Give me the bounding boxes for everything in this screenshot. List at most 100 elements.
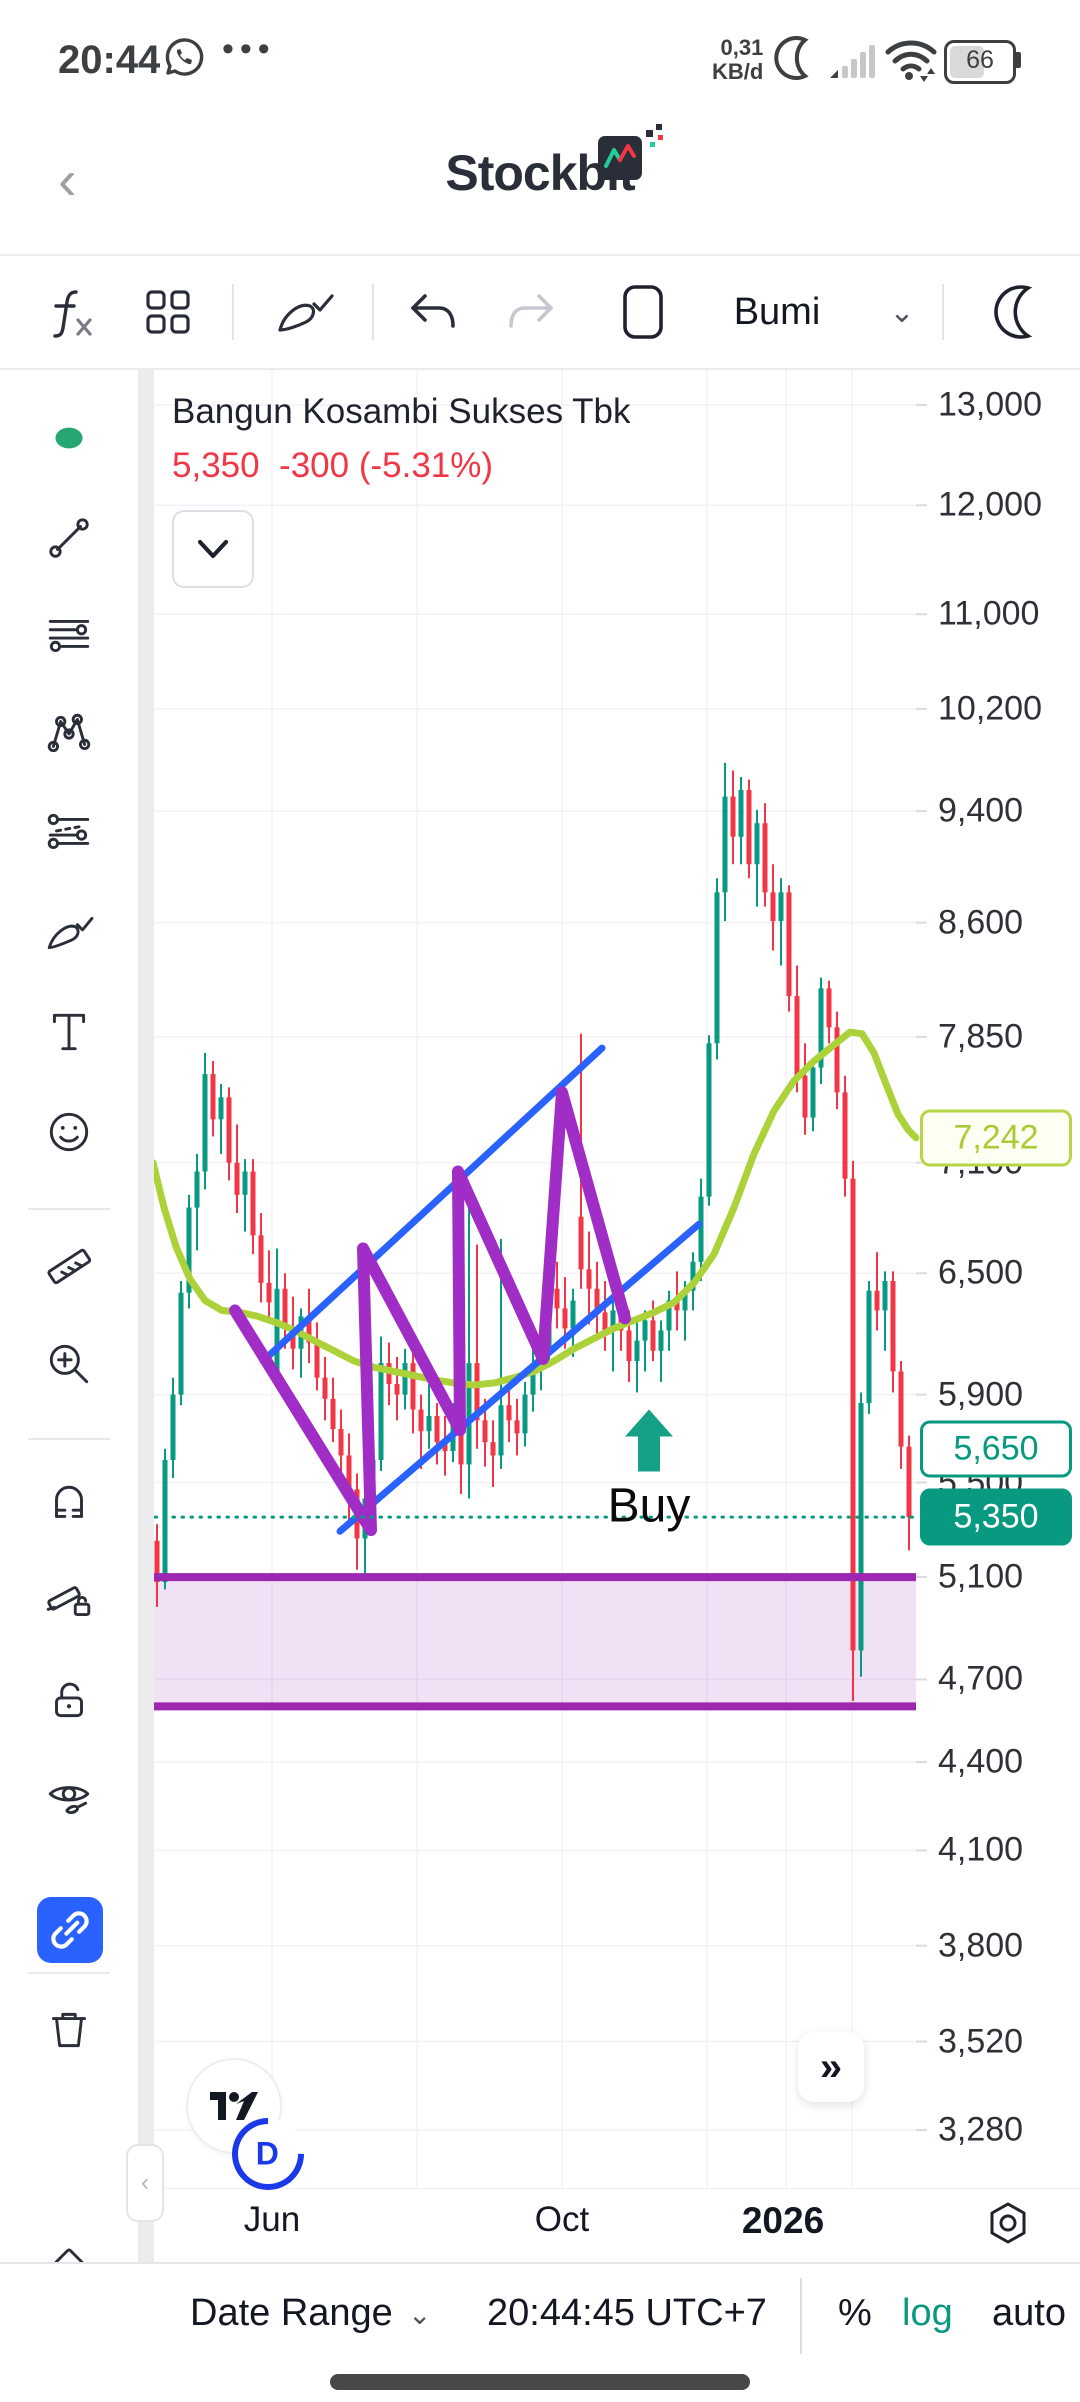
dark-mode-moon-button[interactable] (980, 256, 1056, 368)
candle-body (274, 1288, 280, 1374)
candle-body (242, 1171, 248, 1195)
candle-body (410, 1363, 416, 1410)
candle-body (602, 1312, 608, 1331)
support-zone-fill (150, 1577, 916, 1707)
candle-body (394, 1384, 400, 1395)
symbol-chevron-down-icon[interactable]: ⌄ (872, 256, 932, 368)
candle-body (314, 1342, 320, 1378)
candle-body (290, 1328, 296, 1349)
candle-body (730, 796, 736, 837)
candle-body (570, 1300, 576, 1329)
candle-body (210, 1074, 216, 1120)
candle-body (682, 1290, 688, 1311)
zoom-in-tool[interactable] (0, 1330, 138, 1398)
indicators-fx-button[interactable] (40, 256, 104, 368)
candle-body (562, 1308, 568, 1329)
candle-body (866, 1290, 872, 1404)
candle-body (850, 1178, 856, 1651)
candle-body (802, 1075, 808, 1118)
candle-body (282, 1288, 288, 1329)
candle-body (778, 892, 784, 922)
ruler-tool[interactable] (0, 1231, 138, 1299)
symbol-select[interactable]: Bumi (712, 256, 842, 368)
auto-scale-button[interactable]: auto (992, 2292, 1066, 2334)
toolbar-separator (942, 284, 944, 340)
candle-body (842, 1092, 848, 1179)
sidebar-divider (28, 1208, 110, 1210)
candle-body (906, 1446, 912, 1518)
drawing-sidebar (0, 368, 138, 2296)
back-button[interactable]: ‹ (58, 148, 77, 211)
redo-button[interactable] (496, 256, 566, 368)
toolbar-separator (232, 284, 234, 340)
magnet-tool[interactable] (0, 1472, 138, 1540)
network-speed: 0,31 KB/d (712, 36, 763, 84)
app-header: ‹ Stockbit (0, 120, 1080, 256)
zigzag-drawing (229, 1086, 631, 1537)
chevron-down-glyph: ⌄ (889, 295, 915, 329)
session-clock[interactable]: 20:44:45 UTC+7 (487, 2292, 767, 2334)
candle-body (690, 1261, 696, 1291)
text-tool[interactable] (0, 998, 138, 1066)
chart-type-button[interactable] (608, 256, 678, 368)
layout-grid-button[interactable] (136, 256, 200, 368)
link-sync-button[interactable] (37, 1897, 103, 1963)
notification-dots: ••• (222, 30, 276, 68)
percent-scale-button[interactable]: % (838, 2292, 872, 2334)
candle-body (754, 823, 760, 865)
candle-body (498, 1405, 504, 1456)
sidebar-collapse-tab[interactable]: ‹ (126, 2144, 164, 2222)
time-axis-divider (152, 2188, 1080, 2189)
candle-body (810, 1067, 816, 1118)
candle-body (186, 1207, 192, 1293)
home-indicator[interactable] (330, 2374, 750, 2390)
chart-quote: 5,350 -300 (-5.31%) (172, 446, 631, 486)
candle-body (434, 1415, 440, 1443)
legend-collapse-button[interactable] (172, 510, 254, 588)
xabcd-pattern-tool[interactable] (0, 700, 138, 768)
candle-body (794, 996, 800, 1076)
candle-body (202, 1074, 208, 1172)
projection-tool[interactable] (0, 799, 138, 867)
candle-body (786, 892, 792, 997)
candle-body (426, 1415, 432, 1432)
hide-drawings-tool[interactable] (0, 1764, 138, 1832)
candle-body (418, 1409, 424, 1432)
time-axis-settings-button[interactable] (985, 2200, 1031, 2246)
date-range-chevron-icon[interactable]: ⌄ (408, 2299, 432, 2330)
undo-button[interactable] (398, 256, 468, 368)
candle-body (698, 1196, 704, 1262)
active-tool-dot (0, 404, 138, 472)
stockbit-logo-icon (592, 122, 670, 182)
candle-body (154, 1540, 160, 1583)
candle-body (162, 1459, 168, 1583)
candle-body (266, 1282, 272, 1303)
candle-body (818, 988, 824, 1068)
pencil-lock-tool[interactable] (0, 1566, 138, 1634)
date-range-button[interactable]: Date Range (190, 2292, 393, 2334)
trash-tool[interactable] (0, 1996, 138, 2064)
chart-last-price: 5,350 (172, 446, 260, 485)
unlock-tool[interactable] (0, 1666, 138, 1734)
candle-body (490, 1442, 496, 1456)
candle-body (338, 1429, 344, 1456)
candle-body (234, 1162, 240, 1195)
candle-body (330, 1398, 336, 1430)
drawing-tools-button[interactable] (268, 256, 344, 368)
candle-body (346, 1455, 352, 1490)
dnd-moon-icon (772, 34, 820, 82)
trend-line-tool[interactable] (0, 504, 138, 572)
candle-body (834, 1027, 840, 1093)
buy-arrow-icon (625, 1409, 673, 1472)
bottom-bar-separator (800, 2278, 802, 2354)
brush-tool[interactable] (0, 899, 138, 967)
log-scale-button[interactable]: log (902, 2292, 953, 2334)
candle-body (474, 1363, 480, 1421)
buy-annotation: Buy (608, 1480, 691, 1533)
candle-body (170, 1394, 176, 1460)
scroll-right-button[interactable]: » (798, 2032, 864, 2102)
interval-badge-label: D (256, 2135, 280, 2172)
parallel-lines-tool[interactable] (0, 602, 138, 670)
emoji-tool[interactable] (0, 1098, 138, 1166)
